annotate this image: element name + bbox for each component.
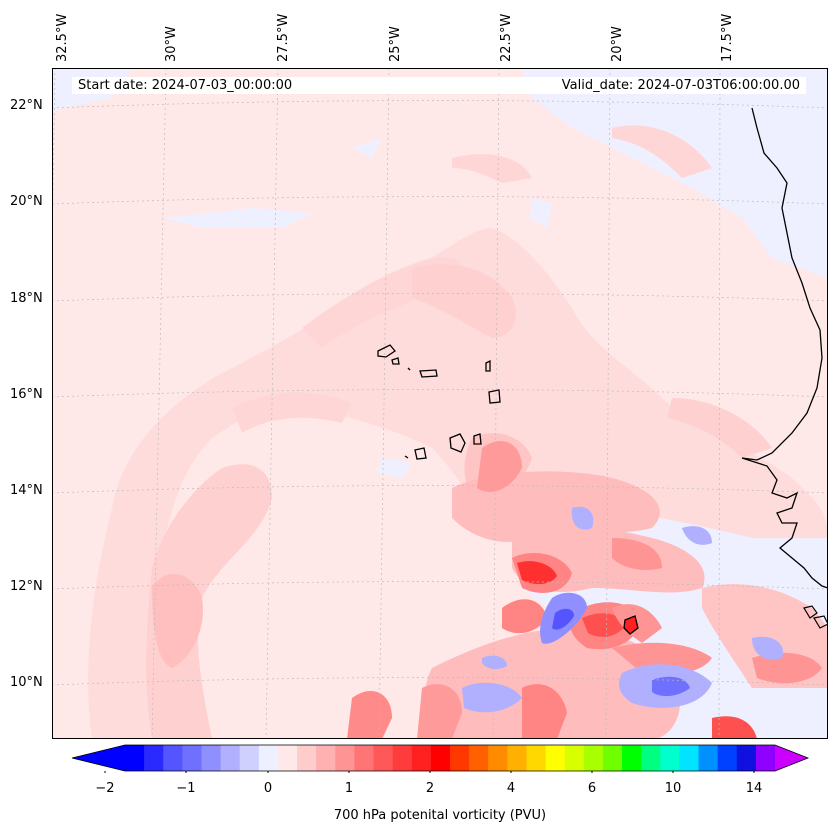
colorbar-swatch: [125, 745, 145, 771]
colorbar-swatch: [660, 745, 680, 771]
lon-label-32-5w: 32.5°W: [55, 13, 70, 62]
colorbar-swatch: [392, 745, 413, 771]
lat-label-18n: 18°N: [10, 291, 43, 306]
colorbar-extend-over: [775, 745, 808, 771]
lon-label-30w: 30°W: [164, 26, 179, 62]
colorbar-extend-under: [72, 745, 125, 771]
colorbar-swatch: [755, 745, 776, 771]
colorbar-swatch: [602, 745, 623, 771]
colorbar-outline: [71, 744, 810, 772]
pv-red-contours: [347, 440, 822, 739]
cbar-tick-14: 14: [745, 781, 763, 796]
lon-label-25w: 25°W: [388, 26, 403, 62]
colorbar-label: 700 hPa potenital vorticity (PVU): [333, 808, 547, 823]
colorbar-swatch: [277, 745, 298, 771]
colorbar-swatch: [564, 745, 585, 771]
colorbar-swatch: [469, 745, 489, 771]
colorbar-swatch: [163, 745, 183, 771]
colorbar-swatch: [526, 745, 547, 771]
colorbar-swatch: [736, 745, 757, 771]
lon-label-17-5w: 17.5°W: [720, 13, 735, 62]
valid-date-text: Valid_date: 2024-07-03T06:00:00.00: [318, 77, 806, 94]
cbar-tick-1: 1: [344, 781, 354, 796]
colorbar-swatch: [583, 745, 604, 771]
colorbar-swatch: [679, 745, 700, 771]
lon-label-20w: 20°W: [610, 26, 625, 62]
colorbar-swatch: [258, 745, 279, 771]
colorbar-swatch: [430, 745, 451, 771]
cbar-tick-4: 4: [506, 781, 516, 796]
colorbar-swatch: [297, 745, 317, 771]
map-gridlines: [52, 68, 828, 739]
colorbar-swatch: [698, 745, 719, 771]
colorbar-swatch: [717, 745, 738, 771]
lat-label-10n: 10°N: [10, 675, 43, 690]
colorbar-swatch: [220, 745, 241, 771]
colorbar-swatch: [450, 745, 470, 771]
colorbar-swatch: [316, 745, 336, 771]
pv-blue-contours: [462, 506, 783, 713]
cbar-tick-neg1: −1: [176, 781, 196, 796]
colorbar: [71, 744, 810, 773]
cape-verde-islands: [377, 344, 501, 460]
lat-label-16n: 16°N: [10, 387, 43, 402]
cbar-tick-10: 10: [664, 781, 682, 796]
coastline-africa: [741, 107, 828, 589]
lat-label-20n: 20°N: [10, 194, 43, 209]
lon-label-22-5w: 22.5°W: [499, 13, 514, 62]
colorbar-swatch: [545, 745, 566, 771]
map-panel: [52, 68, 828, 739]
lat-label-14n: 14°N: [10, 483, 43, 498]
colorbar-swatch: [488, 745, 508, 771]
pv-max-feature: [623, 615, 639, 635]
lon-label-27-5w: 27.5°W: [276, 13, 291, 62]
colorbar-swatch: [622, 745, 642, 771]
cbar-tick-neg2: −2: [95, 781, 115, 796]
colorbar-swatch: [144, 745, 164, 771]
colorbar-swatch: [373, 745, 394, 771]
start-date-text: Start date: 2024-07-03_00:00:00: [72, 77, 330, 94]
colorbar-swatch: [239, 745, 260, 771]
colorbar-swatch: [335, 745, 355, 771]
colorbar-swatch: [641, 745, 661, 771]
colorbar-swatch: [182, 745, 202, 771]
colorbar-swatch: [507, 745, 527, 771]
cbar-tick-0: 0: [263, 781, 273, 796]
lat-label-12n: 12°N: [10, 579, 43, 594]
coastal-islands: [803, 605, 828, 629]
cbar-tick-2: 2: [425, 781, 435, 796]
colorbar-swatch: [201, 745, 222, 771]
lat-label-22n: 22°N: [10, 98, 43, 113]
colorbar-swatch: [354, 745, 375, 771]
colorbar-swatch: [411, 745, 432, 771]
cbar-tick-6: 6: [587, 781, 597, 796]
